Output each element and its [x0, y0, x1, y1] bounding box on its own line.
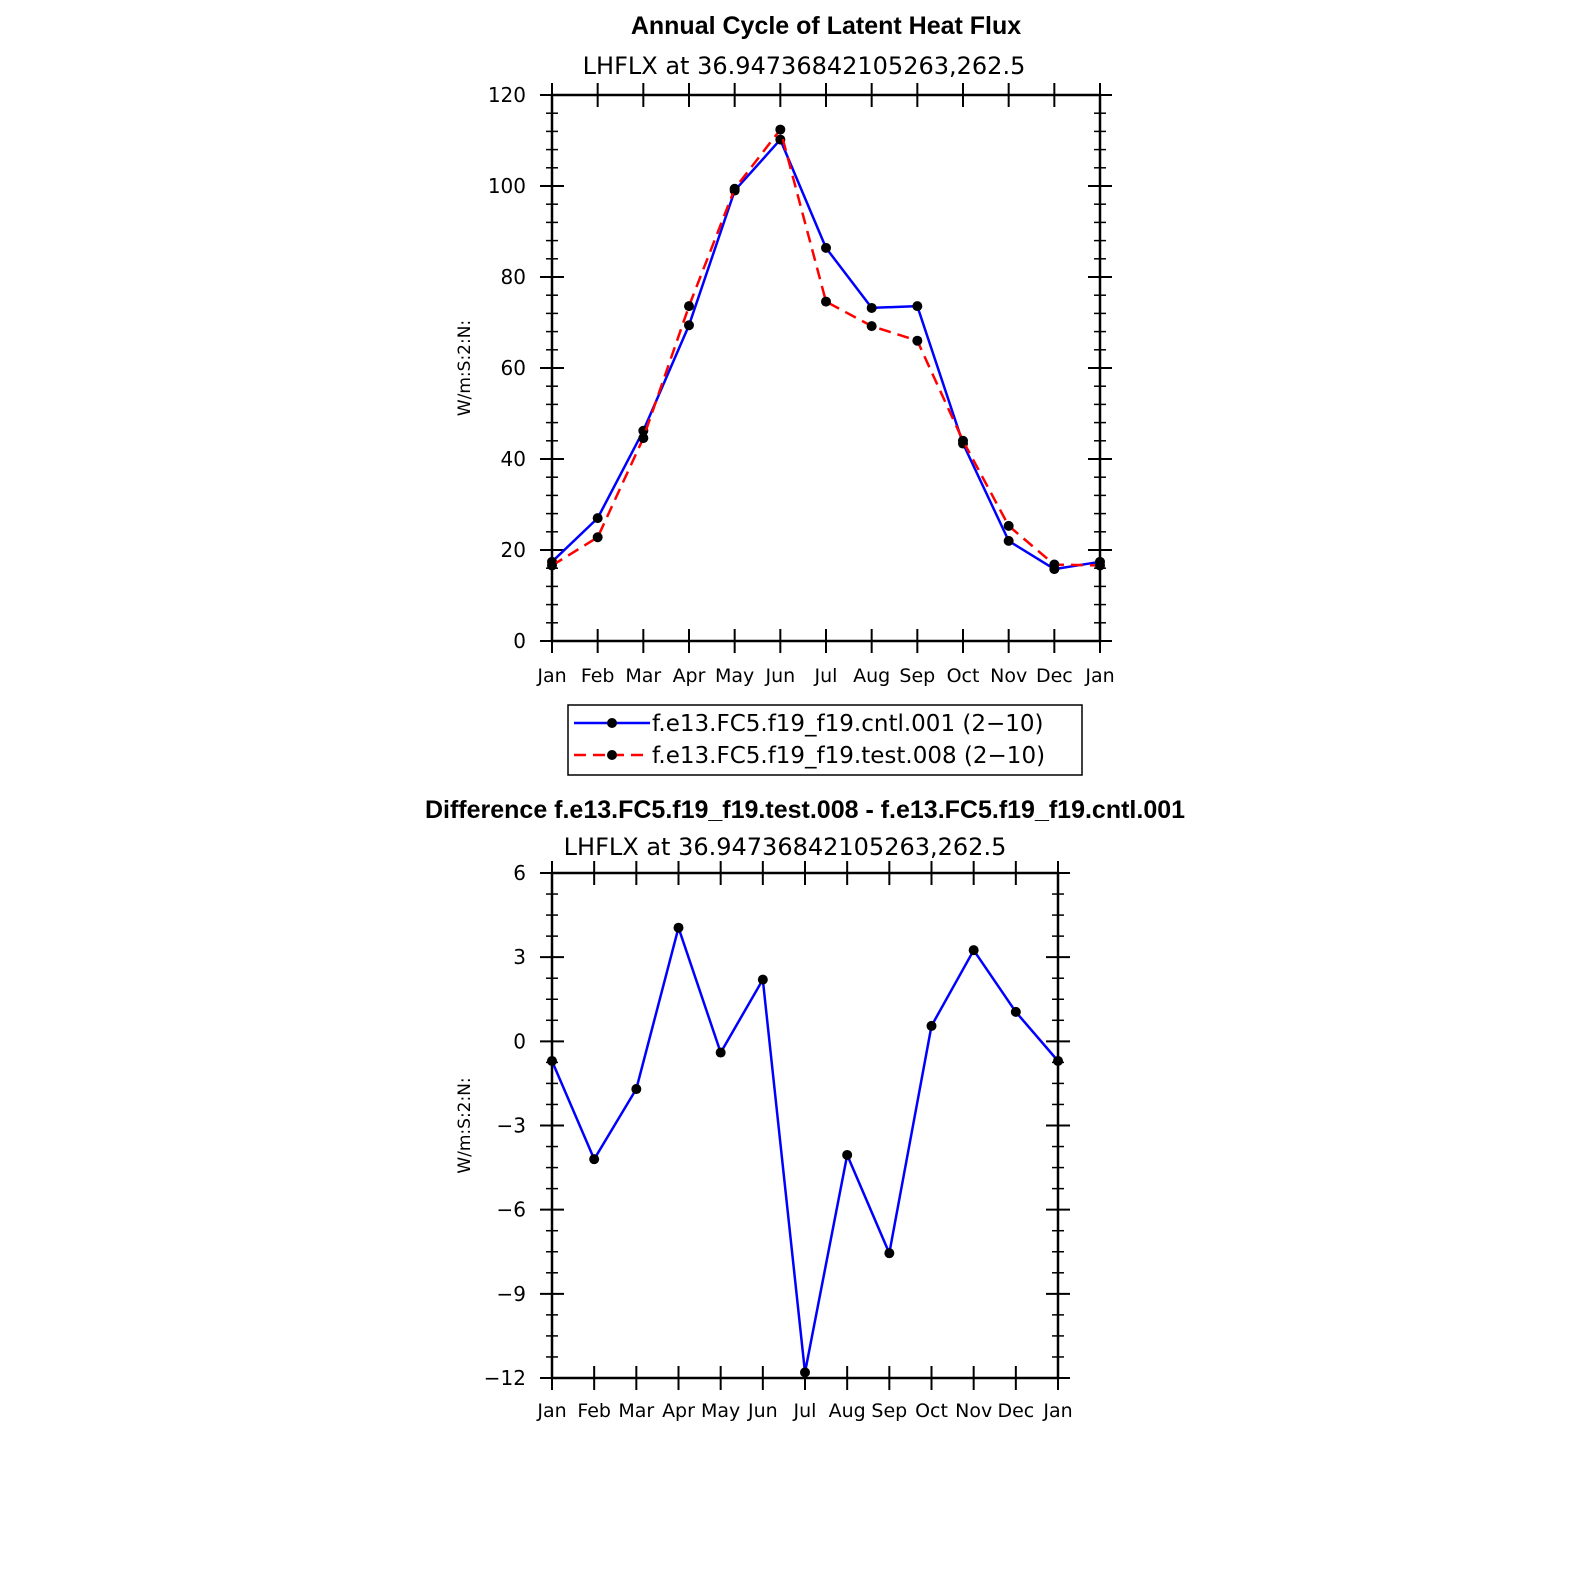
y-axis-label: W/m:S:2:N: [455, 1077, 475, 1173]
data-point [775, 124, 786, 135]
legend-marker [607, 718, 617, 728]
x-tick-label: Feb [577, 1400, 611, 1422]
x-tick-label: Sep [871, 1400, 907, 1422]
data-point [592, 513, 603, 524]
data-point [729, 183, 740, 194]
x-tick-label: Aug [829, 1400, 866, 1422]
x-tick-label: Jul [793, 1400, 817, 1422]
data-point [631, 1084, 642, 1095]
x-tick-label: May [715, 665, 754, 687]
data-point [715, 1047, 726, 1058]
y-tick-label: 80 [501, 265, 526, 289]
data-point [884, 1248, 895, 1259]
data-point [1010, 1006, 1021, 1017]
y-tick-label: 3 [513, 945, 526, 969]
data-point [1053, 1055, 1063, 1066]
legend-entry-test: f.e13.FC5.f19_f19.test.008 (2−10) [652, 743, 1045, 769]
y-tick-label: 40 [501, 447, 526, 471]
y-tick-label: −9 [497, 1282, 526, 1306]
y-axis-label: W/m:S:2:N: [455, 320, 475, 416]
data-point [1049, 559, 1060, 570]
difference-panel: Difference f.e13.FC5.f19_f19.test.008 - … [425, 796, 1185, 1422]
y-tick-label: 0 [513, 629, 526, 653]
plot-frame [550, 93, 1102, 643]
y-tick-label: 60 [501, 356, 526, 380]
y-tick-label: 120 [488, 83, 526, 107]
x-tick-label: May [701, 1400, 740, 1422]
x-tick-label: Sep [899, 665, 935, 687]
data-point [547, 1055, 557, 1066]
x-tick-label: Nov [955, 1400, 992, 1422]
series-line [551, 138, 1101, 571]
data-point [673, 922, 684, 933]
data-point [968, 945, 979, 956]
data-point [1095, 560, 1105, 571]
data-point [1003, 535, 1014, 546]
x-tick-label: Aug [853, 665, 890, 687]
data-point [638, 433, 649, 444]
x-tick-label: Jul [814, 665, 838, 687]
y-tick-label: −3 [497, 1114, 526, 1138]
y-tick-label: 6 [513, 861, 526, 885]
legend-box [567, 704, 1083, 776]
y-tick-label: 100 [488, 174, 526, 198]
x-tick-label: Apr [673, 665, 706, 687]
x-tick-label: Dec [997, 1400, 1034, 1422]
data-point [912, 301, 923, 312]
data-point [592, 532, 603, 543]
x-tick-label: Mar [625, 665, 661, 687]
x-tick-label: Jan [536, 665, 566, 687]
chart-title: Difference f.e13.FC5.f19_f19.test.008 - … [425, 796, 1185, 824]
chart-subtitle: LHFLX at 36.94736842105263,262.5 [564, 833, 1007, 861]
series-line [550, 926, 1059, 1374]
legend-entry-cntl: f.e13.FC5.f19_f19.cntl.001 (2−10) [652, 711, 1044, 737]
x-tick-label: Oct [915, 1400, 948, 1422]
data-point [821, 242, 831, 253]
y-tick-label: −6 [497, 1198, 526, 1222]
x-tick-label: Mar [618, 1400, 654, 1422]
data-point [958, 435, 968, 446]
y-tick-label: −12 [484, 1366, 526, 1390]
x-tick-label: Jun [764, 665, 795, 687]
data-point [684, 301, 694, 312]
data-point [757, 974, 768, 985]
x-tick-label: Feb [581, 665, 615, 687]
data-point [912, 335, 923, 346]
x-tick-label: Jan [1042, 1400, 1072, 1422]
data-point [842, 1149, 853, 1160]
x-tick-label: Jan [536, 1400, 566, 1422]
data-point [866, 321, 877, 332]
data-point [866, 302, 877, 313]
data-point [1003, 520, 1014, 531]
data-point [684, 320, 694, 331]
data-point [800, 1367, 810, 1378]
data-point [821, 296, 831, 307]
data-point [589, 1154, 600, 1165]
legend: f.e13.FC5.f19_f19.cntl.001 (2−10) f.e13.… [567, 704, 1083, 776]
x-tick-label: Oct [947, 665, 980, 687]
x-tick-label: Jan [1084, 665, 1114, 687]
x-tick-label: Nov [990, 665, 1027, 687]
x-tick-label: Jun [747, 1400, 778, 1422]
chart-title: Annual Cycle of Latent Heat Flux [631, 12, 1021, 40]
series-line [551, 128, 1101, 567]
chart-subtitle: LHFLX at 36.94736842105263,262.5 [583, 52, 1026, 80]
x-tick-label: Dec [1036, 665, 1073, 687]
legend-marker [607, 750, 617, 760]
plot-frame [550, 871, 1060, 1380]
data-point [926, 1020, 937, 1031]
y-tick-label: 0 [513, 1029, 526, 1053]
annual-cycle-panel: Annual Cycle of Latent Heat Flux LHFLX a… [455, 12, 1115, 776]
data-point [547, 560, 557, 571]
x-tick-label: Apr [662, 1400, 695, 1422]
y-tick-label: 20 [501, 538, 526, 562]
